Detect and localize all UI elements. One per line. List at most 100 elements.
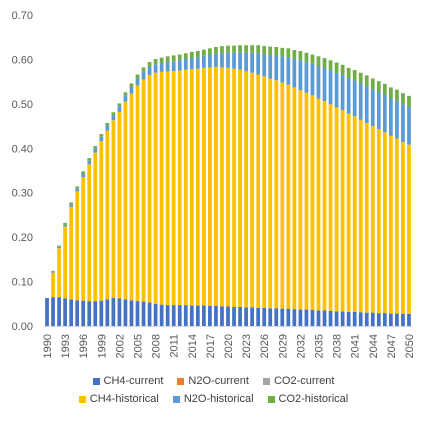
bar-segment-ch4-current [214, 306, 218, 326]
bar-segment-ch4-historical [322, 101, 327, 311]
bar-segment-co2-historical [165, 56, 170, 63]
bar-segment-co2-historical [280, 47, 285, 57]
bar-segment-ch4-current [147, 302, 152, 326]
chart-legend: CH4-current N2O-current CO2-current CH4-hi… [0, 372, 427, 408]
bar-segment-ch4-historical [123, 101, 128, 300]
legend-item: N2O-historical [172, 393, 254, 405]
bar-segment-n2o-historical [322, 67, 327, 102]
bar-segment-ch4-historical [401, 142, 405, 315]
legend-swatch [262, 377, 270, 385]
bar-segment-n2o-historical [141, 71, 146, 80]
bar-segment-co2-historical [401, 93, 405, 105]
bar-segment-ch4-historical [232, 68, 236, 307]
bar-segment-ch4-historical [340, 110, 345, 312]
bars-group [45, 45, 411, 326]
bar-segment-co2-historical [129, 83, 134, 87]
bar-segment-co2-historical [340, 64, 345, 75]
bar-segment-ch4-historical [75, 191, 80, 301]
bar-segment-ch4-current [292, 309, 297, 326]
bar-segment-ch4-historical [280, 82, 285, 309]
bar-segment-ch4-current [274, 308, 279, 326]
bar-segment-n2o-historical [292, 58, 297, 88]
bar-segment-ch4-current [244, 307, 248, 326]
bar-segment-ch4-historical [183, 69, 188, 306]
bar-segment-co2-historical [262, 46, 267, 55]
x-tick-label: 2011 [169, 334, 181, 358]
bar-segment-n2o-historical [364, 86, 369, 123]
bar-segment-co2-historical [370, 78, 375, 90]
bar-segment-ch4-historical [135, 85, 140, 302]
bar-segment-n2o-historical [165, 62, 170, 72]
bar-segment-co2-historical [298, 50, 303, 61]
bar-segment-ch4-historical [382, 132, 387, 314]
bar-segment-ch4-historical [286, 84, 291, 309]
bar-segment-ch4-historical [310, 95, 315, 311]
bar-segment-ch4-current [202, 305, 206, 326]
bar-segment-n2o-historical [389, 98, 393, 136]
bar-segment-ch4-current [286, 308, 291, 326]
bar-segment-ch4-current [268, 308, 273, 326]
bar-segment-ch4-current [226, 306, 230, 326]
bar-segment-n2o-historical [286, 57, 291, 85]
bar-segment-n2o-historical [129, 86, 134, 94]
bar-segment-ch4-current [177, 305, 182, 326]
bar-segment-ch4-historical [328, 104, 333, 311]
bar-segment-ch4-current [232, 306, 236, 326]
bar-segment-ch4-current [105, 299, 110, 326]
bar-segment-n2o-historical [117, 106, 122, 112]
bar-segment-ch4-historical [250, 72, 254, 308]
bar-segment-n2o-historical [183, 58, 188, 70]
bar-segment-co2-historical [407, 95, 411, 107]
x-tick-label: 1993 [60, 334, 72, 358]
bar-segment-ch4-historical [220, 67, 224, 307]
bar-segment-n2o-historical [123, 95, 128, 102]
y-tick-label: 0.20 [12, 232, 33, 244]
bar-segment-ch4-current [93, 301, 98, 326]
bar-segment-co2-historical [322, 58, 327, 68]
bar-segment-co2-historical [111, 112, 116, 115]
bar-segment-co2-historical [250, 45, 254, 53]
x-tick-label: 2044 [368, 334, 380, 358]
bar-segment-ch4-historical [352, 116, 357, 312]
bar-segment-ch4-current [171, 305, 176, 326]
bar-segment-ch4-historical [117, 111, 122, 299]
bar-segment-ch4-current [189, 305, 194, 326]
x-tick-label: 2020 [223, 334, 235, 358]
legend-swatch [92, 377, 100, 385]
legend-row-historical: CH4-historical N2O-historical CO2-historic… [0, 390, 427, 408]
bar-segment-ch4-current [352, 311, 357, 326]
bar-segment-co2-historical [195, 50, 200, 58]
y-tick-label: 0.50 [12, 99, 33, 111]
x-tick-label: 2002 [114, 334, 126, 358]
bar-segment-ch4-historical [147, 74, 152, 303]
bar-segment-co2-historical [69, 202, 74, 205]
bar-segment-n2o-historical [87, 160, 92, 165]
bar-segment-ch4-historical [238, 69, 242, 307]
bar-segment-ch4-historical [298, 90, 303, 310]
bar-segment-n2o-historical [63, 224, 67, 227]
bar-segment-ch4-historical [111, 120, 116, 299]
bar-segment-ch4-current [364, 312, 369, 326]
bar-segment-ch4-historical [262, 76, 267, 308]
x-tick-label: 2026 [259, 334, 271, 358]
bar-segment-ch4-current [135, 301, 140, 326]
bar-segment-ch4-current [99, 300, 104, 326]
bar-segment-ch4-current [123, 299, 128, 326]
bar-segment-co2-historical [328, 60, 333, 71]
x-tick-label: 1999 [96, 334, 108, 358]
legend-item: CH4-historical [78, 393, 159, 405]
bar-segment-ch4-current [256, 307, 261, 326]
bar-segment-co2-historical [189, 51, 194, 59]
bar-segment-n2o-historical [226, 52, 230, 68]
bar-segment-co2-historical [220, 46, 224, 54]
bar-segment-co2-historical [141, 67, 146, 72]
bar-segment-ch4-historical [93, 152, 98, 302]
bar-segment-n2o-historical [99, 136, 104, 142]
bar-segment-n2o-historical [304, 62, 309, 93]
bar-segment-ch4-historical [226, 67, 230, 307]
bar-segment-ch4-current [208, 306, 212, 326]
bar-segment-co2-historical [304, 52, 309, 63]
bar-segment-ch4-historical [159, 71, 164, 305]
bar-segment-n2o-historical [328, 70, 333, 105]
bar-segment-ch4-historical [292, 87, 297, 310]
